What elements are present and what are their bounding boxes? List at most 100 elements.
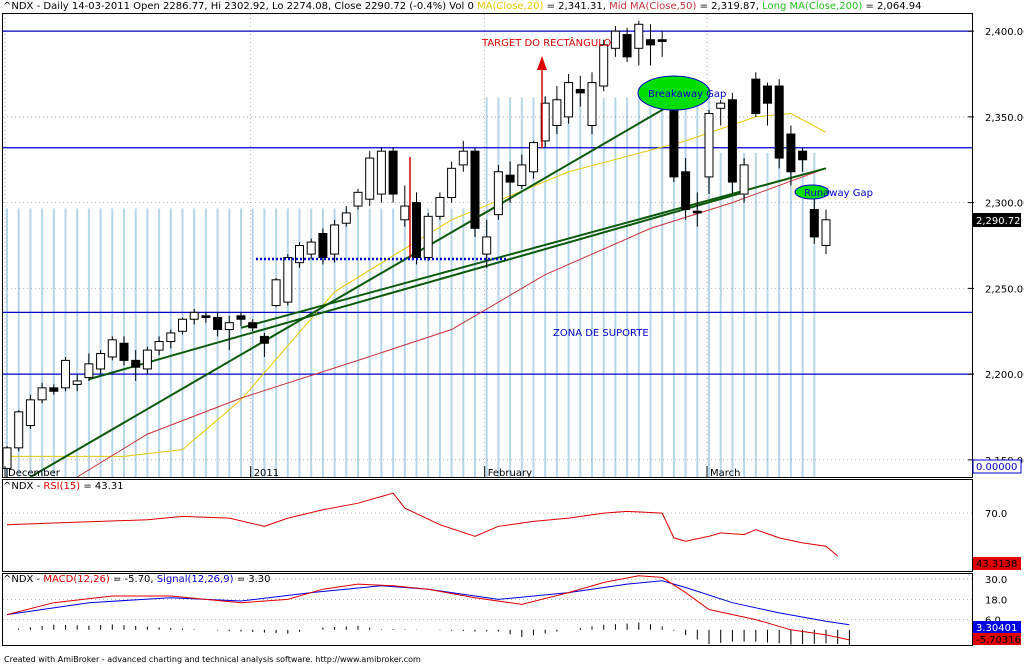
- candle-body: [96, 353, 106, 370]
- rsi-symbol: ^NDX -: [3, 481, 41, 492]
- candle: [201, 312, 211, 323]
- candle-body: [610, 30, 620, 49]
- candle-body: [447, 167, 457, 198]
- target-arrow-head: [537, 56, 547, 70]
- chart-header: ^NDX - Daily 14-03-2011 Open 2286.77, Hi…: [3, 1, 922, 12]
- volume-bar: [649, 97, 652, 477]
- candle-body: [25, 399, 35, 427]
- candle: [213, 312, 223, 337]
- volume-bar: [357, 208, 359, 477]
- trendline: [88, 191, 745, 381]
- volume-bar: [415, 208, 418, 477]
- volume-bar: [41, 208, 44, 477]
- candle-body: [774, 85, 784, 159]
- price-tick-label: 2,400.00: [985, 27, 1024, 38]
- candle-body: [412, 202, 421, 259]
- candle-body: [72, 380, 82, 385]
- macd-plot: [6, 575, 850, 645]
- candle: [634, 20, 644, 66]
- candle: [423, 212, 433, 261]
- candle-body: [798, 150, 808, 161]
- ma200-label: Long MA(Close,200): [762, 1, 863, 12]
- candle: [283, 254, 293, 306]
- volume-bar: [240, 208, 242, 477]
- candle: [37, 382, 47, 404]
- volume-bar: [661, 97, 664, 477]
- rsi-line: [6, 492, 839, 557]
- candle-body: [330, 224, 340, 255]
- volume-bar: [602, 97, 605, 477]
- macd-label: MACD(12,26): [43, 574, 110, 585]
- candle: [248, 319, 258, 332]
- price-last-value: 2,290.72: [976, 216, 1021, 227]
- volume-bar: [474, 208, 476, 477]
- candle-body: [529, 142, 538, 173]
- candle-body: [49, 387, 59, 392]
- volume-bar: [684, 97, 687, 477]
- volume-bar: [637, 97, 640, 477]
- candle-body: [634, 23, 644, 49]
- volume-bar: [99, 208, 102, 477]
- support-zone-label: ZONA DE SUPORTE: [553, 328, 649, 339]
- signal-label: Signal(12,26,9): [156, 574, 234, 585]
- candle: [704, 110, 714, 195]
- candle: [681, 158, 691, 220]
- ma50-line: [76, 167, 827, 478]
- candle-body: [341, 212, 351, 224]
- candle: [798, 147, 808, 172]
- candle-body: [575, 88, 585, 94]
- candle-body: [646, 39, 655, 46]
- volume-bar: [719, 152, 722, 477]
- volume-bar: [555, 97, 558, 477]
- candle: [622, 27, 632, 63]
- volume-bar: [520, 97, 523, 477]
- macd-tick-label: 18.0: [985, 595, 1007, 606]
- candle: [505, 161, 515, 203]
- candle-body: [166, 332, 176, 343]
- volume-bar: [427, 208, 430, 477]
- candle-body: [739, 164, 749, 195]
- candle: [178, 317, 187, 335]
- candle: [96, 350, 106, 375]
- breakaway-gap-ellipse: [637, 75, 711, 111]
- rsi-tick-label: 70.0: [985, 509, 1007, 520]
- candle: [774, 79, 784, 169]
- candle: [224, 315, 234, 351]
- candle-body: [552, 99, 562, 126]
- candle-body: [224, 322, 234, 331]
- volume-bar: [438, 208, 441, 477]
- candle: [295, 242, 304, 268]
- candle-body: [423, 215, 433, 259]
- rsi-value: = 43.31: [83, 481, 124, 492]
- candle: [716, 99, 726, 126]
- candle: [739, 158, 749, 203]
- macd-signal-last-box: [973, 621, 1021, 633]
- candle-body: [306, 241, 316, 255]
- horizontal-levels: [3, 30, 972, 375]
- candle-body: [295, 245, 304, 264]
- volume-bar: [380, 208, 383, 477]
- candle-body: [809, 208, 819, 238]
- candle: [341, 206, 351, 227]
- candle-body: [458, 150, 468, 166]
- macd-header: ^NDX - MACD(12,26) = -5.70, Signal(12,26…: [3, 574, 271, 585]
- candle: [365, 151, 375, 207]
- candle-body: [107, 339, 117, 358]
- candle-body: [587, 82, 597, 126]
- candle-body: [517, 164, 527, 186]
- volume-bar: [251, 208, 254, 477]
- price-panel-frame: [2, 13, 973, 478]
- volume-bar: [275, 208, 278, 477]
- volume-bar: [497, 97, 500, 477]
- candle-body: [727, 99, 737, 183]
- candle: [388, 147, 398, 203]
- candle: [575, 75, 585, 107]
- candle-body: [131, 359, 141, 368]
- target-annotation: TARGET DO RECTÂNGULO: [481, 36, 611, 148]
- candle: [189, 308, 199, 325]
- runaway-gap-marker: Runaway Gap: [794, 184, 873, 200]
- volume-bar: [17, 208, 20, 477]
- candle-body: [201, 315, 211, 319]
- candle-body: [154, 341, 164, 351]
